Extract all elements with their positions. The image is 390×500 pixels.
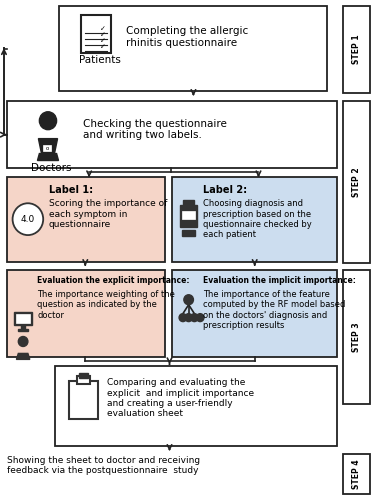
Text: Checking the questionnaire
and writing two labels.: Checking the questionnaire and writing t… bbox=[83, 118, 227, 141]
Text: ✓: ✓ bbox=[99, 32, 105, 38]
Text: Showing the sheet to doctor and receiving
feedback via the postquestionnaire  st: Showing the sheet to doctor and receivin… bbox=[7, 456, 200, 475]
Text: ✓: ✓ bbox=[99, 38, 105, 44]
Bar bbox=[183, 200, 194, 208]
Bar bbox=[343, 101, 370, 263]
Text: The importance of the feature
computed by the RF model based
on the doctors' dia: The importance of the feature computed b… bbox=[203, 290, 346, 330]
Bar bbox=[7, 270, 165, 358]
Bar bbox=[21, 324, 25, 328]
Bar bbox=[59, 6, 327, 91]
Bar bbox=[16, 314, 30, 322]
Bar bbox=[77, 376, 90, 384]
Bar bbox=[79, 374, 88, 378]
Bar bbox=[182, 230, 195, 236]
Bar bbox=[172, 178, 337, 262]
Bar bbox=[343, 454, 370, 494]
Circle shape bbox=[12, 204, 43, 235]
Bar bbox=[55, 366, 337, 446]
Text: Scoring the importance of
each symptom in
questionnaire: Scoring the importance of each symptom i… bbox=[49, 200, 167, 229]
Text: Evaluation the explicit importance:: Evaluation the explicit importance: bbox=[37, 276, 190, 285]
Circle shape bbox=[184, 294, 193, 304]
Text: o: o bbox=[45, 146, 49, 150]
Text: Label 1:: Label 1: bbox=[49, 186, 93, 196]
Circle shape bbox=[39, 112, 57, 130]
Polygon shape bbox=[37, 154, 58, 160]
Circle shape bbox=[18, 336, 28, 346]
Text: Doctors: Doctors bbox=[31, 164, 71, 173]
Text: STEP 1: STEP 1 bbox=[352, 35, 361, 64]
Text: The importance weighting of the
question as indicated by the
doctor: The importance weighting of the question… bbox=[37, 290, 176, 320]
Polygon shape bbox=[39, 138, 58, 152]
Bar bbox=[343, 270, 370, 404]
Bar bbox=[80, 16, 111, 53]
Circle shape bbox=[185, 314, 193, 322]
Bar bbox=[14, 312, 32, 324]
Circle shape bbox=[196, 314, 204, 322]
Text: Comparing and evaluating the
explicit  and implicit importance
and creating a us: Comparing and evaluating the explicit an… bbox=[107, 378, 254, 418]
Bar bbox=[7, 101, 337, 168]
Text: STEP 4: STEP 4 bbox=[352, 459, 361, 488]
Text: ✓: ✓ bbox=[99, 26, 105, 32]
Bar bbox=[182, 211, 195, 219]
Text: Patients: Patients bbox=[79, 55, 121, 65]
Bar bbox=[18, 328, 28, 330]
Text: Choosing diagnosis and
prescription based on the
questionnaire checked by
each p: Choosing diagnosis and prescription base… bbox=[203, 200, 312, 239]
Bar bbox=[69, 382, 98, 419]
Bar bbox=[343, 6, 370, 93]
Circle shape bbox=[191, 314, 198, 322]
Text: 4.0: 4.0 bbox=[21, 214, 35, 224]
Bar bbox=[172, 270, 337, 358]
Bar bbox=[43, 144, 51, 150]
Text: Label 2:: Label 2: bbox=[203, 186, 247, 196]
Text: STEP 2: STEP 2 bbox=[352, 167, 361, 196]
Text: STEP 3: STEP 3 bbox=[352, 322, 361, 352]
Text: Completing the allergic
rhinitis questionnaire: Completing the allergic rhinitis questio… bbox=[126, 26, 249, 48]
Text: Evaluation the implicit importance:: Evaluation the implicit importance: bbox=[203, 276, 356, 285]
Bar bbox=[7, 178, 165, 262]
Bar bbox=[180, 205, 197, 227]
Text: ✓: ✓ bbox=[99, 44, 105, 50]
Circle shape bbox=[179, 314, 187, 322]
Polygon shape bbox=[16, 354, 30, 360]
